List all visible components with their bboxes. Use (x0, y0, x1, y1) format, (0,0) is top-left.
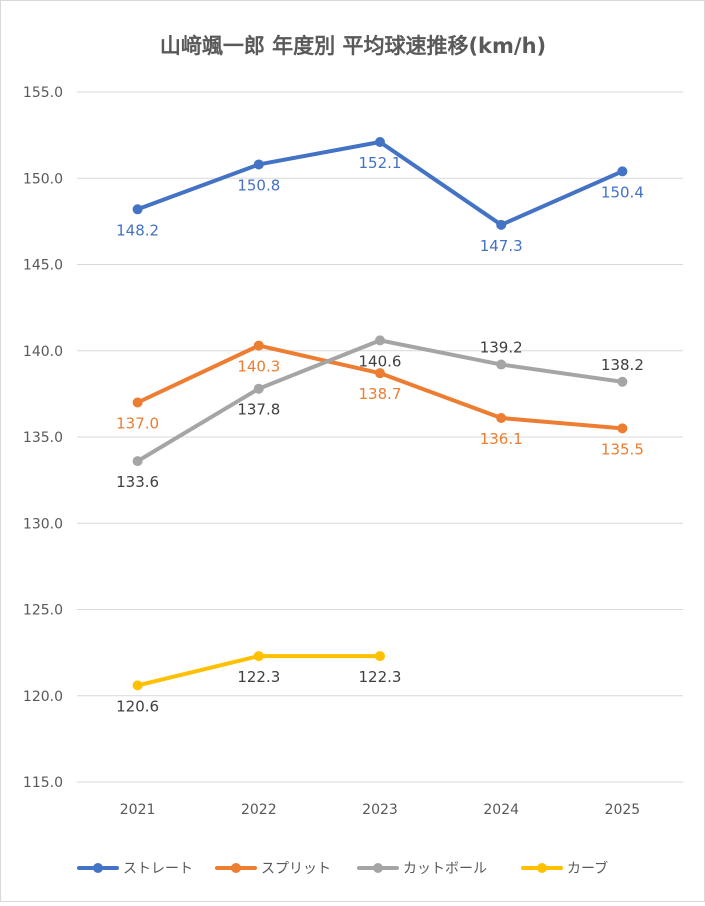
legend-marker (93, 863, 103, 873)
data-label: 138.2 (601, 356, 644, 374)
y-tick-label: 140.0 (23, 344, 63, 360)
x-tick-label: 2023 (362, 802, 398, 818)
data-labels: 148.2 150.8 152.1 147.3 150.4 137.0 140.3 138.7… (116, 154, 644, 715)
data-label: 150.4 (601, 183, 644, 201)
chart-title: 山﨑颯一郎 年度別 平均球速推移(km/h) (160, 34, 546, 58)
y-tick-label: 130.0 (23, 516, 63, 532)
data-point (253, 383, 264, 394)
data-point (375, 335, 385, 346)
x-tick-label: 2024 (483, 802, 519, 818)
data-point (132, 680, 143, 691)
x-tick-label: 2025 (605, 802, 641, 818)
x-tick-label: 2021 (120, 802, 156, 818)
legend-label: ストレート (123, 861, 193, 877)
data-label: 140.3 (237, 358, 280, 376)
data-label: 137.0 (116, 415, 159, 433)
x-axis-ticks: 2021 2022 2023 2024 2025 (120, 802, 640, 818)
series-group (132, 137, 628, 691)
data-label: 137.8 (237, 401, 280, 419)
data-point (253, 651, 264, 662)
data-point (253, 340, 264, 351)
data-label: 122.3 (237, 668, 280, 686)
y-tick-label: 120.0 (23, 689, 63, 705)
y-tick-label: 155.0 (23, 85, 63, 101)
data-point (496, 219, 507, 230)
data-label: 147.3 (480, 237, 523, 255)
data-point (253, 159, 264, 170)
data-label: 138.7 (359, 385, 402, 403)
data-point (132, 204, 143, 215)
data-point (375, 651, 385, 662)
data-label: 152.1 (359, 154, 402, 172)
data-point (375, 137, 385, 148)
data-point (617, 166, 628, 177)
y-tick-label: 125.0 (23, 603, 63, 619)
data-point (375, 368, 385, 379)
data-label: 148.2 (116, 221, 159, 239)
y-tick-label: 150.0 (23, 171, 63, 187)
data-label: 120.6 (116, 697, 159, 715)
data-point (617, 376, 628, 387)
legend-label: カットボール (403, 861, 487, 877)
data-point (132, 397, 143, 408)
data-point (496, 359, 507, 370)
data-label: 139.2 (480, 339, 523, 357)
data-label: 135.5 (601, 440, 644, 458)
legend-label: カーブ (567, 860, 608, 877)
y-tick-label: 115.0 (23, 775, 63, 791)
data-label: 122.3 (359, 668, 402, 686)
legend-label: スプリット (261, 861, 331, 877)
data-point (496, 413, 507, 424)
legend-marker (231, 863, 241, 873)
data-label: 140.6 (359, 352, 402, 370)
y-tick-label: 135.0 (23, 430, 63, 446)
data-label: 136.1 (480, 430, 523, 448)
legend-marker (537, 863, 547, 873)
data-point (132, 456, 143, 467)
legend-marker (373, 863, 383, 873)
y-tick-label: 145.0 (23, 258, 63, 274)
data-label: 150.8 (237, 176, 280, 194)
data-point (617, 423, 628, 434)
x-tick-label: 2022 (241, 802, 277, 818)
legend: ストレート スプリット カットボール カーブ (77, 860, 608, 877)
data-label: 133.6 (116, 473, 159, 491)
y-axis-ticks: 155.0 150.0 145.0 140.0 135.0 130.0 125.0 120.0… (23, 85, 63, 791)
